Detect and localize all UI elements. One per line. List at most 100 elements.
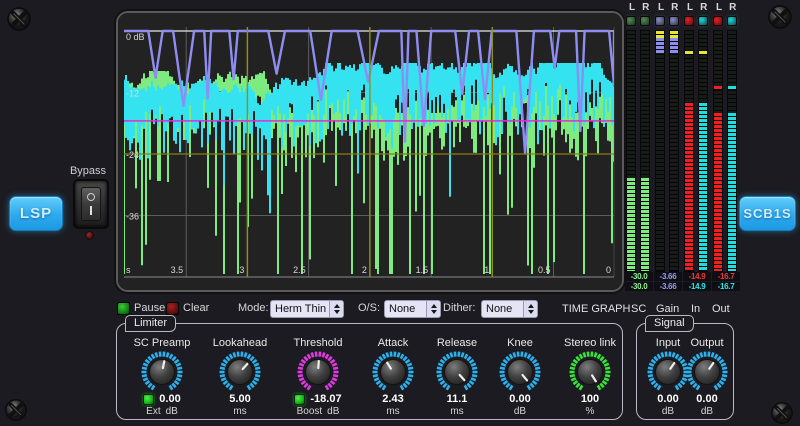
knob-unit: ms <box>450 405 464 417</box>
meter-led[interactable] <box>655 16 665 26</box>
caption-in: In <box>691 303 701 315</box>
svg-text:3.5: 3.5 <box>171 265 184 275</box>
stereo-link-knob[interactable]: Stereo link 100 % <box>553 337 627 417</box>
knob-unit: % <box>585 405 595 417</box>
switch-off-icon <box>87 193 95 201</box>
screw-icon <box>7 7 31 31</box>
signal-group: Signal <box>636 315 734 420</box>
knob-label: SC Preamp <box>133 337 191 349</box>
knob-label: Attack <box>377 337 409 349</box>
knob-label: Knee <box>507 337 533 349</box>
knob-value: 0.00 <box>657 393 679 405</box>
bypass-switch[interactable] <box>73 179 109 229</box>
meter-led[interactable] <box>713 16 723 26</box>
svg-text:1.5: 1.5 <box>416 265 429 275</box>
threshold-knob[interactable]: Threshold -18.07 Boost dB <box>281 337 355 417</box>
screw-icon <box>5 399 27 421</box>
meter-bar <box>669 30 679 272</box>
meter-value: -14.9 <box>683 272 711 281</box>
dither-select[interactable]: None <box>481 300 538 318</box>
svg-text:0: 0 <box>606 265 611 275</box>
meter-gain: L R -3.66 -3.66 <box>654 2 682 294</box>
spinner-icon[interactable] <box>426 301 440 317</box>
knob-unit: dB <box>327 405 340 417</box>
knob-label: Lookahead <box>212 337 268 349</box>
caption-gain: Gain <box>656 303 680 315</box>
meter-led[interactable] <box>669 16 679 26</box>
knob-unit: dB <box>661 405 675 417</box>
bypass-label: Bypass <box>69 165 107 177</box>
mode-select[interactable]: Herm Thin <box>270 300 344 318</box>
clear-button[interactable] <box>166 302 179 315</box>
lookahead-knob[interactable]: Lookahead 5.00 ms <box>203 337 277 417</box>
release-knob[interactable]: Release 11.1 ms <box>420 337 494 417</box>
attack-knob[interactable]: Attack 2.43 ms <box>356 337 430 417</box>
meter-led[interactable] <box>626 16 636 26</box>
led-label: Ext <box>146 405 161 417</box>
os-value: None <box>389 303 416 315</box>
svg-text:0.5: 0.5 <box>538 265 551 275</box>
knob-unit: dB <box>165 405 178 417</box>
os-select[interactable]: None <box>384 300 441 318</box>
dither-label: Dither: <box>443 302 476 314</box>
knob-label: Threshold <box>293 337 343 349</box>
meter-value: -14.9 <box>683 282 711 291</box>
knob-label: Stereo link <box>564 337 616 349</box>
sc-preamp-knob[interactable]: SC Preamp 0.00 Ext dB <box>125 337 199 417</box>
mode-value: Herm Thin <box>275 303 327 315</box>
meter-value: -16.7 <box>712 272 740 281</box>
spinner-icon[interactable] <box>523 301 537 317</box>
meter-bar <box>713 30 723 272</box>
svg-text:2: 2 <box>362 265 367 275</box>
meter-bar <box>727 30 737 272</box>
spinner-icon[interactable] <box>329 301 343 317</box>
time-graph: 0 dB -12 -24 -36 s 3.5 3 2.5 2 1.5 1 0.5 0 <box>118 13 622 290</box>
signal-group-title: Signal <box>645 315 694 332</box>
knob-unit: ms <box>386 405 400 417</box>
knob-value: 0.00 <box>696 393 718 405</box>
meter-bar <box>626 30 636 272</box>
meter-out: L R -16.7 -16.7 <box>712 2 740 294</box>
svg-text:2.5: 2.5 <box>293 265 306 275</box>
meter-led[interactable] <box>698 16 708 26</box>
os-label: O/S: <box>358 302 381 314</box>
knob-value: 100 <box>580 393 600 405</box>
clear-label: Clear <box>183 302 210 314</box>
output-knob[interactable]: Output 0.00 dB <box>683 337 731 417</box>
meter-value: -3.66 <box>654 272 682 281</box>
pause-button[interactable] <box>117 302 130 315</box>
meter-led[interactable] <box>684 16 694 26</box>
dither-value: None <box>486 303 513 315</box>
screw-icon <box>771 402 793 424</box>
meter-led[interactable] <box>640 16 650 26</box>
knob-unit: dB <box>700 405 714 417</box>
knob-value: 0.00 <box>159 393 181 405</box>
meter-bar <box>655 30 665 272</box>
knob-value: 0.00 <box>509 393 531 405</box>
meter-bar <box>640 30 650 272</box>
caption-out: Out <box>712 303 730 315</box>
mode-label: Mode: <box>238 302 269 314</box>
knob-value: 5.00 <box>229 393 251 405</box>
knob-unit: ms <box>233 405 247 417</box>
scb1s-logo-button[interactable]: SCB1S <box>739 196 796 231</box>
lsp-logo-button[interactable]: LSP <box>9 196 63 231</box>
boost-led[interactable] <box>294 393 306 405</box>
meter-led[interactable] <box>727 16 737 26</box>
svg-text:-36: -36 <box>126 212 139 222</box>
meter-bar <box>698 30 708 272</box>
svg-text:3: 3 <box>239 265 244 275</box>
svg-text:-24: -24 <box>126 150 139 160</box>
ext-led[interactable] <box>143 393 155 405</box>
limiter-group: Limiter <box>116 315 623 420</box>
switch-on-icon <box>89 206 93 215</box>
caption-sc: SC <box>631 303 647 315</box>
limiter-group-title: Limiter <box>125 315 177 332</box>
knee-knob[interactable]: Knee 0.00 dB <box>483 337 557 417</box>
knob-label: Release <box>436 337 478 349</box>
pause-label: Pause <box>134 302 166 314</box>
